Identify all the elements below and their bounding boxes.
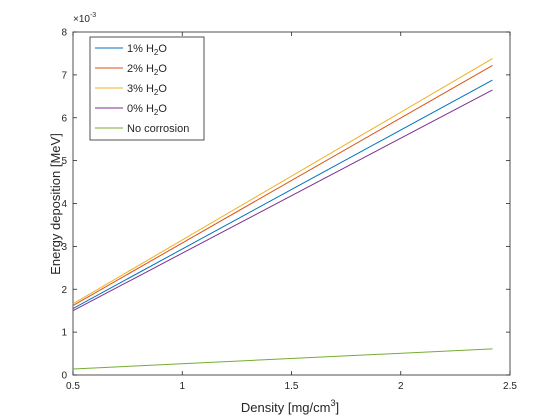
legend-label-1: 1% H2O — [127, 43, 167, 57]
series-line-3 — [72, 58, 493, 305]
y-tick-label: 6 — [61, 113, 67, 124]
legend-label-5: No corrosion — [127, 123, 189, 135]
y-tick-label: 2 — [61, 285, 67, 296]
y-tick-label: 5 — [61, 156, 67, 167]
y-tick-label: 4 — [61, 199, 67, 210]
x-tick-label: 0.5 — [66, 381, 80, 392]
x-axis-label-text: Density [mg/cm — [241, 400, 331, 415]
y-exponent-base: ×10 — [73, 14, 90, 25]
legend: 1% H2O 2% H2O 3% H2O 0% H2O No corrosion — [89, 36, 205, 141]
legend-label-2: 2% H2O — [127, 63, 167, 77]
series-line-1 — [72, 79, 493, 309]
x-tick-label: 1.5 — [285, 381, 299, 392]
x-tick-label: 2.5 — [503, 381, 517, 392]
legend-label-3: 3% H2O — [127, 83, 167, 97]
y-tick-label: 8 — [61, 28, 67, 39]
series-line-2 — [72, 65, 493, 306]
legend-entries: 1% H2O 2% H2O 3% H2O 0% H2O No corrosion — [95, 43, 189, 135]
y-exponent-power: -3 — [90, 12, 96, 19]
y-tick-label: 3 — [61, 242, 67, 253]
x-axis-label-suffix: ] — [335, 400, 339, 415]
x-axis-label-superscript: 3 — [330, 398, 335, 408]
x-axis-label: Density [mg/cm3] — [241, 398, 339, 415]
y-tick-label: 0 — [61, 371, 67, 382]
series-line-5 — [72, 348, 493, 370]
y-tick-label: 7 — [61, 70, 67, 81]
x-tick-label: 1 — [179, 381, 185, 392]
legend-label-4: 0% H2O — [127, 103, 167, 117]
y-axis-label: Energy deposition [MeV] — [48, 133, 63, 275]
y-axis-exponent-label: ×10-3 — [73, 12, 96, 25]
ticks-layer: 0.5 1 1.5 2 2.5 0 1 2 3 4 5 6 7 8 — [61, 28, 517, 393]
series-line-4 — [72, 89, 493, 312]
x-tick-label: 2 — [398, 381, 404, 392]
y-tick-label: 1 — [61, 328, 67, 339]
series-layer — [72, 58, 493, 370]
